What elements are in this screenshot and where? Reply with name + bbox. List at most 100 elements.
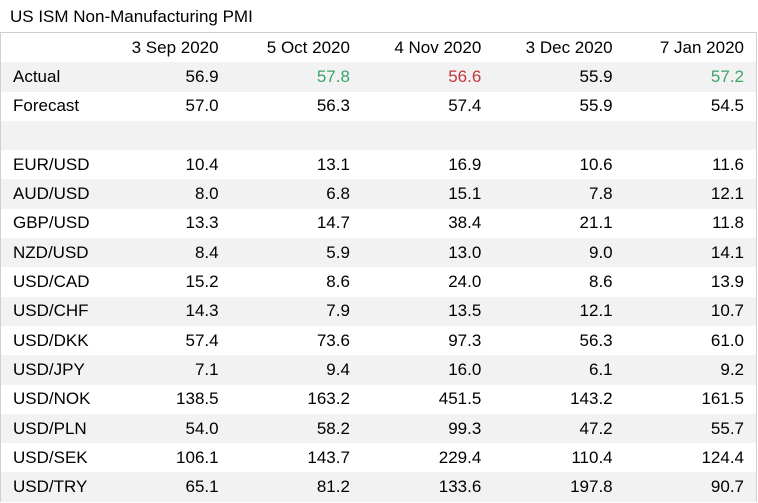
table-cell: 7.8 xyxy=(493,179,625,209)
table-row: USD/NOK 138.5 163.2 451.5 143.2 161.5 xyxy=(1,385,756,414)
table-cell: 56.9 xyxy=(99,62,231,92)
table-cell: 13.3 xyxy=(185,213,219,233)
table-cell: 10.4 xyxy=(185,154,219,174)
table-cell: 13.9 xyxy=(710,272,744,292)
header-row: 3 Sep 2020 5 Oct 2020 4 Nov 2020 3 Dec 2020… xyxy=(1,33,756,62)
table-cell: 163.2 xyxy=(307,389,350,409)
row-label: AUD/USD xyxy=(1,179,100,209)
column-header: 4 Nov 2020 xyxy=(394,37,482,57)
table-cell: 55.9 xyxy=(579,96,613,116)
row-label: USD/SEK xyxy=(13,447,88,467)
table-cell: 12.1 xyxy=(624,179,756,209)
table-cell: 57.4 xyxy=(448,96,482,116)
table-cell: 13.0 xyxy=(361,238,494,268)
table-cell xyxy=(230,120,362,151)
table-cell: 8.0 xyxy=(99,179,231,209)
table-cell: 8.6 xyxy=(588,272,613,292)
table-cell: 12.1 xyxy=(493,296,625,326)
table-cell: 57.8 xyxy=(230,62,362,92)
table-row: USD/CHF 14.3 7.9 13.5 12.1 10.7 xyxy=(1,296,756,326)
row-label: USD/JPY xyxy=(1,355,100,385)
table-row: Forecast 57.0 56.3 57.4 55.9 54.5 xyxy=(1,92,756,121)
table-row: GBP/USD 13.3 14.7 38.4 21.1 11.8 xyxy=(1,209,756,238)
table-cell: 106.1 xyxy=(176,447,219,467)
table-row: AUD/USD 8.0 6.8 15.1 7.8 12.1 xyxy=(1,179,756,209)
table-row: NZD/USD 8.4 5.9 13.0 9.0 14.1 xyxy=(1,238,756,268)
table-cell: 16.0 xyxy=(361,355,494,385)
table-cell: 16.9 xyxy=(448,154,482,174)
data-table-container: 3 Sep 2020 5 Oct 2020 4 Nov 2020 3 Dec 2020… xyxy=(0,32,757,502)
row-label: Actual xyxy=(1,62,100,92)
table-cell: 56.3 xyxy=(316,96,350,116)
table-row: USD/JPY 7.1 9.4 16.0 6.1 9.2 xyxy=(1,355,756,385)
table-cell: 8.6 xyxy=(326,272,350,292)
table-cell: 56.3 xyxy=(579,330,613,350)
table-cell: 451.5 xyxy=(438,389,482,409)
table-cell: 99.3 xyxy=(361,413,494,444)
table-cell: 73.6 xyxy=(316,330,350,350)
table-cell: 9.0 xyxy=(493,238,625,268)
table-cell: 11.6 xyxy=(712,154,744,174)
table-cell: 58.2 xyxy=(230,413,362,444)
table-cell: 8.4 xyxy=(99,238,231,268)
row-label: USD/TRY xyxy=(1,472,100,502)
table-cell: 7.1 xyxy=(99,355,231,385)
table-cell: 11.8 xyxy=(712,213,744,233)
table-cell xyxy=(624,120,756,151)
table-cell: 7.9 xyxy=(230,296,362,326)
table-cell: 55.7 xyxy=(624,413,756,444)
table-cell xyxy=(493,120,625,151)
table-cell: 6.8 xyxy=(230,179,362,209)
table-cell: 15.2 xyxy=(185,272,219,292)
table-cell: 56.6 xyxy=(361,62,494,92)
table-cell: 97.3 xyxy=(448,330,482,350)
table-cell: 38.4 xyxy=(448,213,482,233)
table-cell: 15.1 xyxy=(361,179,494,209)
table-cell: 229.4 xyxy=(438,447,482,467)
table-cell: 197.8 xyxy=(493,472,625,502)
table-cell: 61.0 xyxy=(710,330,744,350)
row-label: Forecast xyxy=(13,96,80,116)
table-cell: 6.1 xyxy=(493,355,625,385)
table-row: EUR/USD 10.4 13.1 16.9 10.6 11.6 xyxy=(1,150,756,179)
table-cell: 14.3 xyxy=(99,296,231,326)
table-body: Actual 56.9 57.8 56.6 55.9 57.2 Forecast 57.0 56… xyxy=(1,62,756,502)
table-cell: 54.5 xyxy=(710,96,744,116)
row-label xyxy=(1,120,100,151)
table-row: USD/TRY 65.1 81.2 133.6 197.8 90.7 xyxy=(1,472,756,502)
table-cell: 81.2 xyxy=(230,472,362,502)
table-cell xyxy=(99,120,231,151)
table-cell: 90.7 xyxy=(624,472,756,502)
table-cell: 13.1 xyxy=(316,154,350,174)
table-cell: 143.2 xyxy=(570,389,613,409)
table-cell: 9.4 xyxy=(230,355,362,385)
table-cell xyxy=(361,120,494,151)
table-cell: 110.4 xyxy=(571,447,613,467)
table-row: Actual 56.9 57.8 56.6 55.9 57.2 xyxy=(1,62,756,92)
row-label: USD/DKK xyxy=(13,330,89,350)
row-label: USD/NOK xyxy=(13,389,91,409)
table-row xyxy=(1,120,756,151)
table-cell: 161.5 xyxy=(701,389,744,409)
table-cell: 65.1 xyxy=(99,472,231,502)
column-header: 3 Dec 2020 xyxy=(525,37,613,57)
row-label: NZD/USD xyxy=(1,238,100,268)
table-cell: 133.6 xyxy=(361,472,494,502)
table-row: USD/CAD 15.2 8.6 24.0 8.6 13.9 xyxy=(1,267,756,296)
pmi-table: 3 Sep 2020 5 Oct 2020 4 Nov 2020 3 Dec 2020… xyxy=(1,33,756,502)
table-cell: 10.7 xyxy=(624,296,756,326)
table-cell: 57.2 xyxy=(624,62,756,92)
table-cell: 21.1 xyxy=(579,213,613,233)
column-header: 7 Jan 2020 xyxy=(659,37,744,57)
header-corner xyxy=(1,33,99,62)
table-row: USD/PLN 54.0 58.2 99.3 47.2 55.7 xyxy=(1,413,756,444)
table-cell: 13.5 xyxy=(361,296,494,326)
table-cell: 138.5 xyxy=(176,389,219,409)
table-cell: 10.6 xyxy=(579,154,613,174)
table-cell: 57.0 xyxy=(185,96,219,116)
table-title: US ISM Non-Manufacturing PMI xyxy=(10,7,253,26)
table-cell: 57.4 xyxy=(185,330,219,350)
row-label: USD/PLN xyxy=(1,413,100,444)
table-cell: 54.0 xyxy=(99,413,231,444)
row-label: USD/CAD xyxy=(13,272,90,292)
